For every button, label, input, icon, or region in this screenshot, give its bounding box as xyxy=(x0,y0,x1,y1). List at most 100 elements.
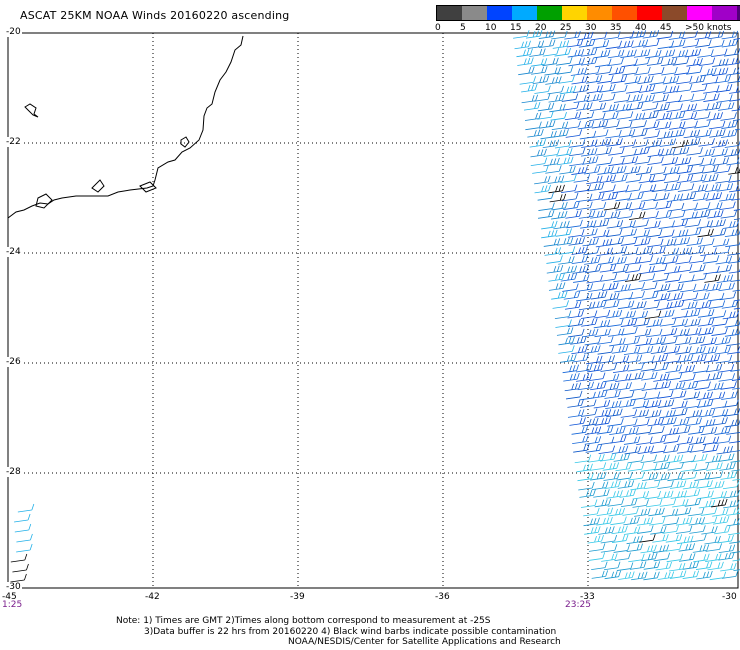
legend-label: 40 xyxy=(635,23,647,33)
wind-barb xyxy=(611,525,628,535)
wind-barb xyxy=(675,75,693,85)
legend-swatch xyxy=(687,6,712,20)
wind-barb xyxy=(714,74,731,84)
wind-barb xyxy=(626,102,644,111)
wind-barb xyxy=(642,210,659,220)
wind-barb xyxy=(682,561,700,570)
wind-barb xyxy=(679,454,696,464)
wind-barb xyxy=(696,391,713,401)
wind-barb xyxy=(551,121,569,131)
wind-barb xyxy=(619,310,636,319)
wind-barb xyxy=(612,534,629,543)
wind-barb xyxy=(592,40,610,49)
wind-barb xyxy=(568,147,586,157)
wind-barb xyxy=(514,40,531,50)
wind-barb xyxy=(620,228,637,238)
wind-barb xyxy=(590,290,608,300)
wind-barb xyxy=(722,310,740,320)
wind-barb xyxy=(654,292,671,302)
wind-barb xyxy=(594,417,612,426)
wind-barb xyxy=(709,219,726,228)
wind-barb xyxy=(695,561,713,570)
wind-barb xyxy=(684,400,701,409)
wind-barb xyxy=(676,165,693,175)
wind-barb xyxy=(663,166,680,175)
wind-barb xyxy=(619,489,636,498)
wind-barb xyxy=(621,326,638,336)
wind-barb xyxy=(718,192,736,202)
wind-barb xyxy=(556,66,574,75)
wind-barb xyxy=(14,513,31,523)
wind-barb xyxy=(726,432,740,435)
time-left: 1:25 xyxy=(2,600,23,610)
wind-barb xyxy=(638,84,656,93)
wind-barb xyxy=(717,364,735,373)
wind-barb xyxy=(644,399,662,409)
wind-barb xyxy=(537,111,554,120)
graticule xyxy=(8,33,738,588)
wind-barb xyxy=(590,31,608,41)
wind-barb xyxy=(567,309,584,319)
wind-barb xyxy=(657,490,674,500)
wind-barb xyxy=(636,246,653,256)
wind-barb xyxy=(695,129,712,138)
wind-barb xyxy=(624,75,642,85)
wind-barb xyxy=(571,246,588,255)
wind-barb xyxy=(662,255,679,265)
wind-barb xyxy=(628,281,646,291)
wind-barb xyxy=(710,400,728,410)
wind-barb xyxy=(568,139,586,148)
wind-barb xyxy=(551,210,568,220)
wind-barb xyxy=(703,93,720,102)
wind-barb xyxy=(556,327,574,336)
wind-barb xyxy=(672,417,690,427)
wind-barb xyxy=(579,391,596,401)
wind-barb xyxy=(708,39,725,49)
wind-barb xyxy=(596,157,613,166)
wind-barb xyxy=(580,56,598,66)
wind-barb xyxy=(703,265,720,275)
wind-barb xyxy=(627,454,645,464)
wind-barb xyxy=(688,166,705,175)
wind-barb xyxy=(597,346,614,355)
wind-barb xyxy=(561,93,579,102)
wind-barb xyxy=(667,283,684,292)
wind-barb xyxy=(573,444,590,453)
wind-barb xyxy=(623,526,641,535)
wind-barb xyxy=(584,526,601,535)
wind-barb xyxy=(588,453,605,463)
wind-barb xyxy=(663,174,681,184)
wind-barb xyxy=(733,38,740,40)
wind-barb xyxy=(702,436,720,445)
wind-barb xyxy=(642,30,660,39)
wind-barb xyxy=(705,192,723,201)
wind-barb xyxy=(12,563,29,573)
wind-barb xyxy=(538,202,555,211)
wind-barb xyxy=(657,399,675,408)
wind-barb xyxy=(706,462,723,471)
wind-barb xyxy=(560,184,578,194)
wind-barb xyxy=(624,165,641,175)
wind-barb xyxy=(599,453,617,462)
wind-barb xyxy=(578,210,596,219)
wind-barb xyxy=(730,279,740,282)
wind-barb xyxy=(604,570,622,580)
wind-barb xyxy=(643,391,661,400)
wind-barb xyxy=(684,48,702,58)
wind-barb xyxy=(587,363,604,373)
wind-barb xyxy=(581,228,598,237)
map-title: ASCAT 25KM NOAA Winds 20160220 ascending xyxy=(20,9,290,22)
wind-barb xyxy=(615,120,633,130)
wind-barb xyxy=(616,210,634,220)
wind-barb xyxy=(665,94,682,104)
wind-barb xyxy=(559,165,576,175)
wind-barb xyxy=(610,165,627,175)
wind-barb xyxy=(573,174,591,183)
wind-barb xyxy=(662,427,680,436)
wind-barb xyxy=(547,175,565,184)
wind-barb xyxy=(612,355,630,364)
wind-barb xyxy=(532,75,550,84)
wind-barb xyxy=(714,435,732,445)
wind-barb xyxy=(552,300,569,309)
wind-barb xyxy=(682,480,700,490)
